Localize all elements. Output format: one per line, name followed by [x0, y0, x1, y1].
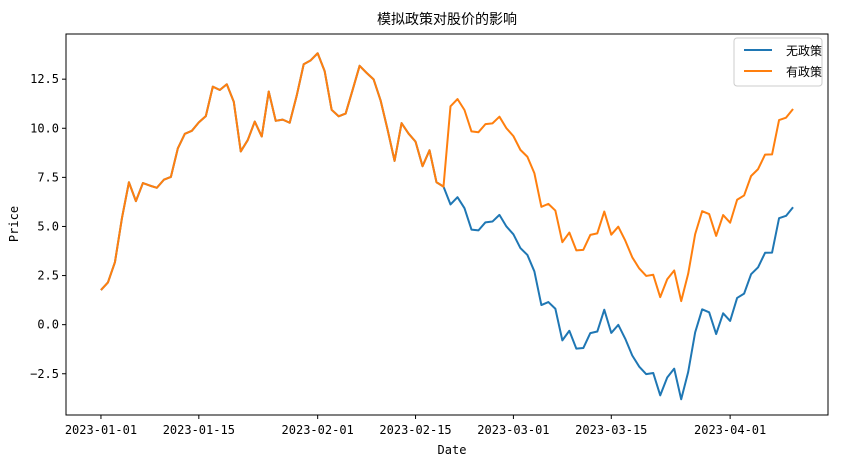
x-tick-label: 2023-02-15: [379, 423, 451, 437]
x-axis: 2023-01-01 2023-01-15 2023-02-01 2023-02-15…: [65, 415, 766, 437]
y-tick-label: 5.0: [37, 219, 59, 233]
series-layer: [100, 52, 794, 401]
y-axis-label: Price: [7, 206, 21, 242]
plot-area: [66, 34, 828, 415]
series-line-2: [100, 52, 794, 303]
x-tick-label: 2023-01-01: [65, 423, 137, 437]
x-tick-label: 2023-03-01: [477, 423, 549, 437]
y-axis: −2.5 0.0 2.5 5.0 7.5 10.0 12.5: [30, 72, 66, 381]
y-tick-label: 2.5: [37, 269, 59, 283]
x-tick-label: 2023-02-01: [282, 423, 354, 437]
x-tick-label: 2023-04-01: [694, 423, 766, 437]
y-tick-label: 12.5: [30, 72, 59, 86]
legend-label-series-1: 无政策: [786, 44, 822, 58]
y-tick-label: 0.0: [37, 318, 59, 332]
y-tick-label: 7.5: [37, 170, 59, 184]
y-tick-label: 10.0: [30, 121, 59, 135]
chart-title: 模拟政策对股价的影响: [377, 11, 517, 28]
legend: 无政策 有政策: [733, 37, 823, 87]
x-tick-label: 2023-03-15: [575, 423, 647, 437]
plot-frame: [65, 33, 829, 416]
x-tick-label: 2023-01-15: [163, 423, 235, 437]
y-tick-label: −2.5: [30, 367, 59, 381]
x-axis-label: Date: [438, 443, 467, 457]
legend-label-series-2: 有政策: [786, 65, 822, 79]
